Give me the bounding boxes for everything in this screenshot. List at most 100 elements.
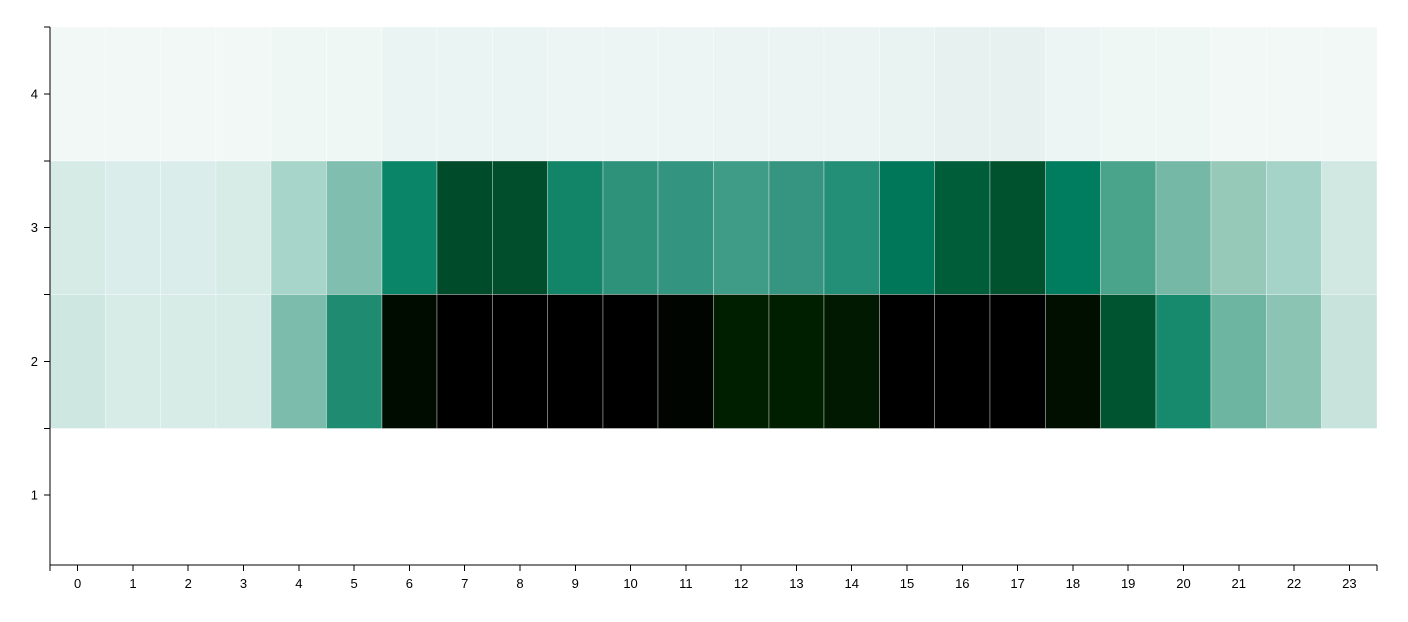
heatmap-cell-y3-x16 (934, 160, 991, 295)
heatmap-cell-y4-x18 (1044, 26, 1102, 162)
x-tick-label-12: 12 (734, 576, 748, 591)
y-tick-label-1: 1 (31, 488, 38, 503)
heatmap-cell-y2-x15 (878, 294, 936, 429)
heatmap-cell-y2-x22 (1265, 294, 1323, 429)
heatmap-cell-y3-x11 (657, 160, 715, 295)
x-tick-label-8: 8 (516, 576, 523, 591)
y-tick-label-4: 4 (31, 86, 38, 101)
heatmap-cell-y2-x6 (381, 294, 438, 429)
heatmap-cell-y3-x10 (602, 160, 659, 295)
heatmap-cell-y4-x8 (491, 26, 549, 162)
y-tick-label-2: 2 (31, 354, 38, 369)
heatmap-cell-y4-x5 (325, 26, 383, 162)
x-tick-label-20: 20 (1176, 576, 1190, 591)
x-tick-label-9: 9 (572, 576, 579, 591)
x-tick-label-1: 1 (129, 576, 136, 591)
heatmap-cell-y3-x2 (160, 160, 217, 295)
heatmap-cell-y2-x19 (1100, 294, 1157, 429)
heatmap-cell-y4-x9 (547, 26, 604, 162)
heatmap-cell-y3-x18 (1044, 160, 1102, 295)
heatmap-cell-y4-x20 (1155, 26, 1212, 162)
heatmap-cell-y4-x14 (823, 26, 880, 162)
heatmap-cell-y4-x16 (934, 26, 991, 162)
heatmap-cell-y4-x23 (1321, 26, 1378, 162)
heatmap-cell-y4-x6 (381, 26, 438, 162)
heatmap-cell-y4-x11 (657, 26, 715, 162)
x-tick-label-15: 15 (900, 576, 914, 591)
heatmap-cell-y3-x12 (713, 160, 770, 295)
heatmap-cell-y2-x2 (160, 294, 217, 429)
heatmap-cell-y4-x17 (989, 26, 1046, 162)
heatmap-cell-y2-x4 (270, 294, 327, 429)
heatmap-cell-y2-x20 (1155, 294, 1212, 429)
heatmap-cell-y4-x13 (768, 26, 825, 162)
y-axis: 1 2 3 4 (31, 26, 51, 565)
heatmap-cell-y4-x19 (1100, 26, 1157, 162)
x-tick-label-19: 19 (1121, 576, 1135, 591)
x-tick-label-18: 18 (1066, 576, 1080, 591)
x-tick-label-4: 4 (295, 576, 302, 591)
x-tick-label-10: 10 (623, 576, 637, 591)
heatmap-cell-y3-x15 (878, 160, 936, 295)
heatmap-cell-y2-x3 (215, 294, 272, 429)
heatmap-cell-y2-x11 (657, 294, 715, 429)
x-tick-label-5: 5 (350, 576, 357, 591)
x-tick-label-17: 17 (1010, 576, 1024, 591)
heatmap-cells (49, 26, 1378, 429)
heatmap-cell-y4-x1 (104, 26, 162, 162)
heatmap-cell-y4-x21 (1210, 26, 1267, 162)
heatmap-cell-y2-x0 (49, 294, 106, 429)
heatmap-cell-y4-x0 (49, 26, 106, 162)
x-tick-label-23: 23 (1342, 576, 1356, 591)
heatmap-cell-y3-x23 (1321, 160, 1378, 295)
heatmap-cell-y3-x9 (547, 160, 604, 295)
heatmap-cell-y3-x14 (823, 160, 880, 295)
heatmap-cell-y2-x18 (1044, 294, 1102, 429)
heatmap-cell-y4-x3 (215, 26, 272, 162)
heatmap-cell-y4-x4 (270, 26, 327, 162)
heatmap-cell-y4-x22 (1265, 26, 1323, 162)
heatmap-cell-y2-x23 (1321, 294, 1378, 429)
x-axis: 0 1 2 3 4 5 6 7 8 9 10 11 12 13 14 15 16 17 18 19 20 21 22 23 (49, 564, 1378, 591)
heatmap-cell-y2-x10 (602, 294, 659, 429)
x-tick-label-7: 7 (461, 576, 468, 591)
heatmap-cell-y3-x3 (215, 160, 272, 295)
y-tick-label-3: 3 (31, 220, 38, 235)
x-tick-label-6: 6 (406, 576, 413, 591)
heatmap-cell-y2-x1 (104, 294, 162, 429)
heatmap-cell-y3-x21 (1210, 160, 1267, 295)
heatmap-cell-y2-x7 (436, 294, 493, 429)
heatmap-cell-y3-x4 (270, 160, 327, 295)
heatmap-cell-y4-x15 (878, 26, 936, 162)
heatmap-cell-y3-x1 (104, 160, 162, 295)
x-tick-label-13: 13 (789, 576, 803, 591)
heatmap-cell-y3-x17 (989, 160, 1046, 295)
x-tick-label-3: 3 (240, 576, 247, 591)
heatmap-cell-y2-x14 (823, 294, 880, 429)
heatmap-cell-y2-x5 (325, 294, 383, 429)
heatmap-cell-y2-x21 (1210, 294, 1267, 429)
heatmap-cell-y2-x13 (768, 294, 825, 429)
heatmap-cell-y2-x9 (547, 294, 604, 429)
heatmap-cell-y3-x19 (1100, 160, 1157, 295)
heatmap-cell-y4-x7 (436, 26, 493, 162)
heatmap-cell-y2-x16 (934, 294, 991, 429)
heatmap-cell-y2-x17 (989, 294, 1046, 429)
heatmap-cell-y3-x13 (768, 160, 825, 295)
x-tick-label-21: 21 (1232, 576, 1246, 591)
x-tick-label-22: 22 (1287, 576, 1301, 591)
heatmap-cell-y4-x12 (713, 26, 770, 162)
heatmap-cell-y3-x20 (1155, 160, 1212, 295)
heatmap-cell-y3-x22 (1265, 160, 1323, 295)
x-tick-label-2: 2 (185, 576, 192, 591)
heatmap-cell-y3-x0 (49, 160, 106, 295)
x-tick-label-16: 16 (955, 576, 969, 591)
x-tick-label-11: 11 (679, 576, 693, 591)
heatmap-cell-y3-x5 (325, 160, 383, 295)
heatmap-cell-y2-x12 (713, 294, 770, 429)
x-tick-label-0: 0 (74, 576, 81, 591)
heatmap-cell-y3-x7 (436, 160, 493, 295)
heatmap-cell-y3-x6 (381, 160, 438, 295)
heatmap-cell-y4-x10 (602, 26, 659, 162)
